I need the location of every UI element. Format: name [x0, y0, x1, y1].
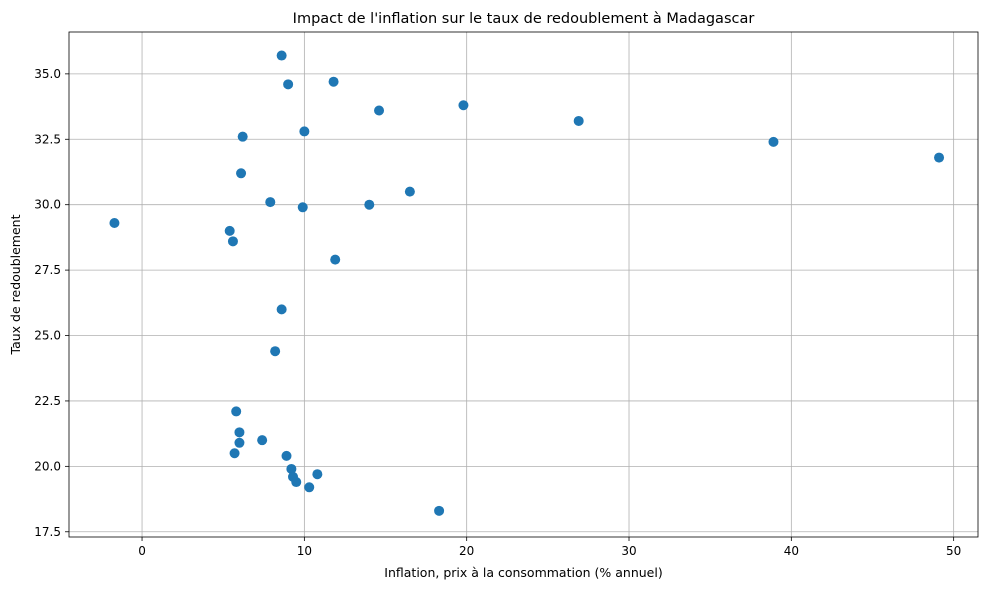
data-point — [283, 79, 294, 90]
data-point — [109, 218, 120, 229]
data-point — [934, 152, 945, 163]
data-point — [224, 225, 235, 236]
x-tick-label: 0 — [138, 544, 146, 558]
data-point — [257, 435, 268, 446]
y-tick-label: 27.5 — [34, 263, 61, 277]
data-point — [768, 136, 779, 147]
x-tick-label: 20 — [459, 544, 474, 558]
data-point — [237, 131, 248, 142]
y-tick-label: 17.5 — [34, 525, 61, 539]
data-point — [265, 197, 276, 208]
y-tick-label: 32.5 — [34, 132, 61, 146]
chart-title: Impact de l'inflation sur le taux de red… — [293, 11, 755, 27]
y-tick-label: 25.0 — [34, 329, 61, 343]
y-tick-label: 30.0 — [34, 198, 61, 212]
data-point — [276, 304, 287, 315]
data-point — [364, 199, 375, 210]
data-point — [330, 254, 341, 265]
x-tick-label: 40 — [784, 544, 799, 558]
data-point — [229, 448, 240, 459]
x-axis-label: Inflation, prix à la consommation (% ann… — [384, 565, 662, 580]
data-point — [231, 406, 242, 417]
data-point — [374, 105, 385, 116]
x-tick-label: 10 — [297, 544, 312, 558]
grid — [69, 32, 978, 537]
x-tick-label: 30 — [621, 544, 636, 558]
data-point — [286, 463, 297, 474]
data-point — [236, 168, 247, 179]
data-point — [276, 50, 287, 61]
y-axis-label: Taux de redoublement — [8, 214, 23, 355]
plot-frame — [68, 31, 979, 538]
y-tick-label: 20.0 — [34, 459, 61, 473]
data-point — [434, 505, 445, 516]
data-point — [291, 477, 302, 488]
data-point — [304, 482, 315, 493]
data-point — [281, 450, 292, 461]
data-point — [234, 437, 245, 448]
data-point — [458, 100, 469, 111]
y-tick-label: 35.0 — [34, 67, 61, 81]
data-point — [270, 346, 281, 357]
data-point — [404, 186, 415, 197]
data-point — [297, 202, 308, 213]
y-tick-label: 22.5 — [34, 394, 61, 408]
data-point — [312, 469, 323, 480]
data-point — [328, 76, 339, 87]
x-tick-label: 50 — [946, 544, 961, 558]
data-points — [109, 50, 945, 516]
x-axis-ticks: 0 10 20 30 40 50 — [138, 537, 961, 558]
data-point — [234, 427, 245, 438]
data-point — [299, 126, 310, 137]
data-point — [227, 236, 238, 247]
y-axis-ticks: 17.5 20.0 22.5 25.0 27.5 30.0 32.5 35.0 — [34, 67, 69, 539]
data-point — [573, 115, 584, 126]
